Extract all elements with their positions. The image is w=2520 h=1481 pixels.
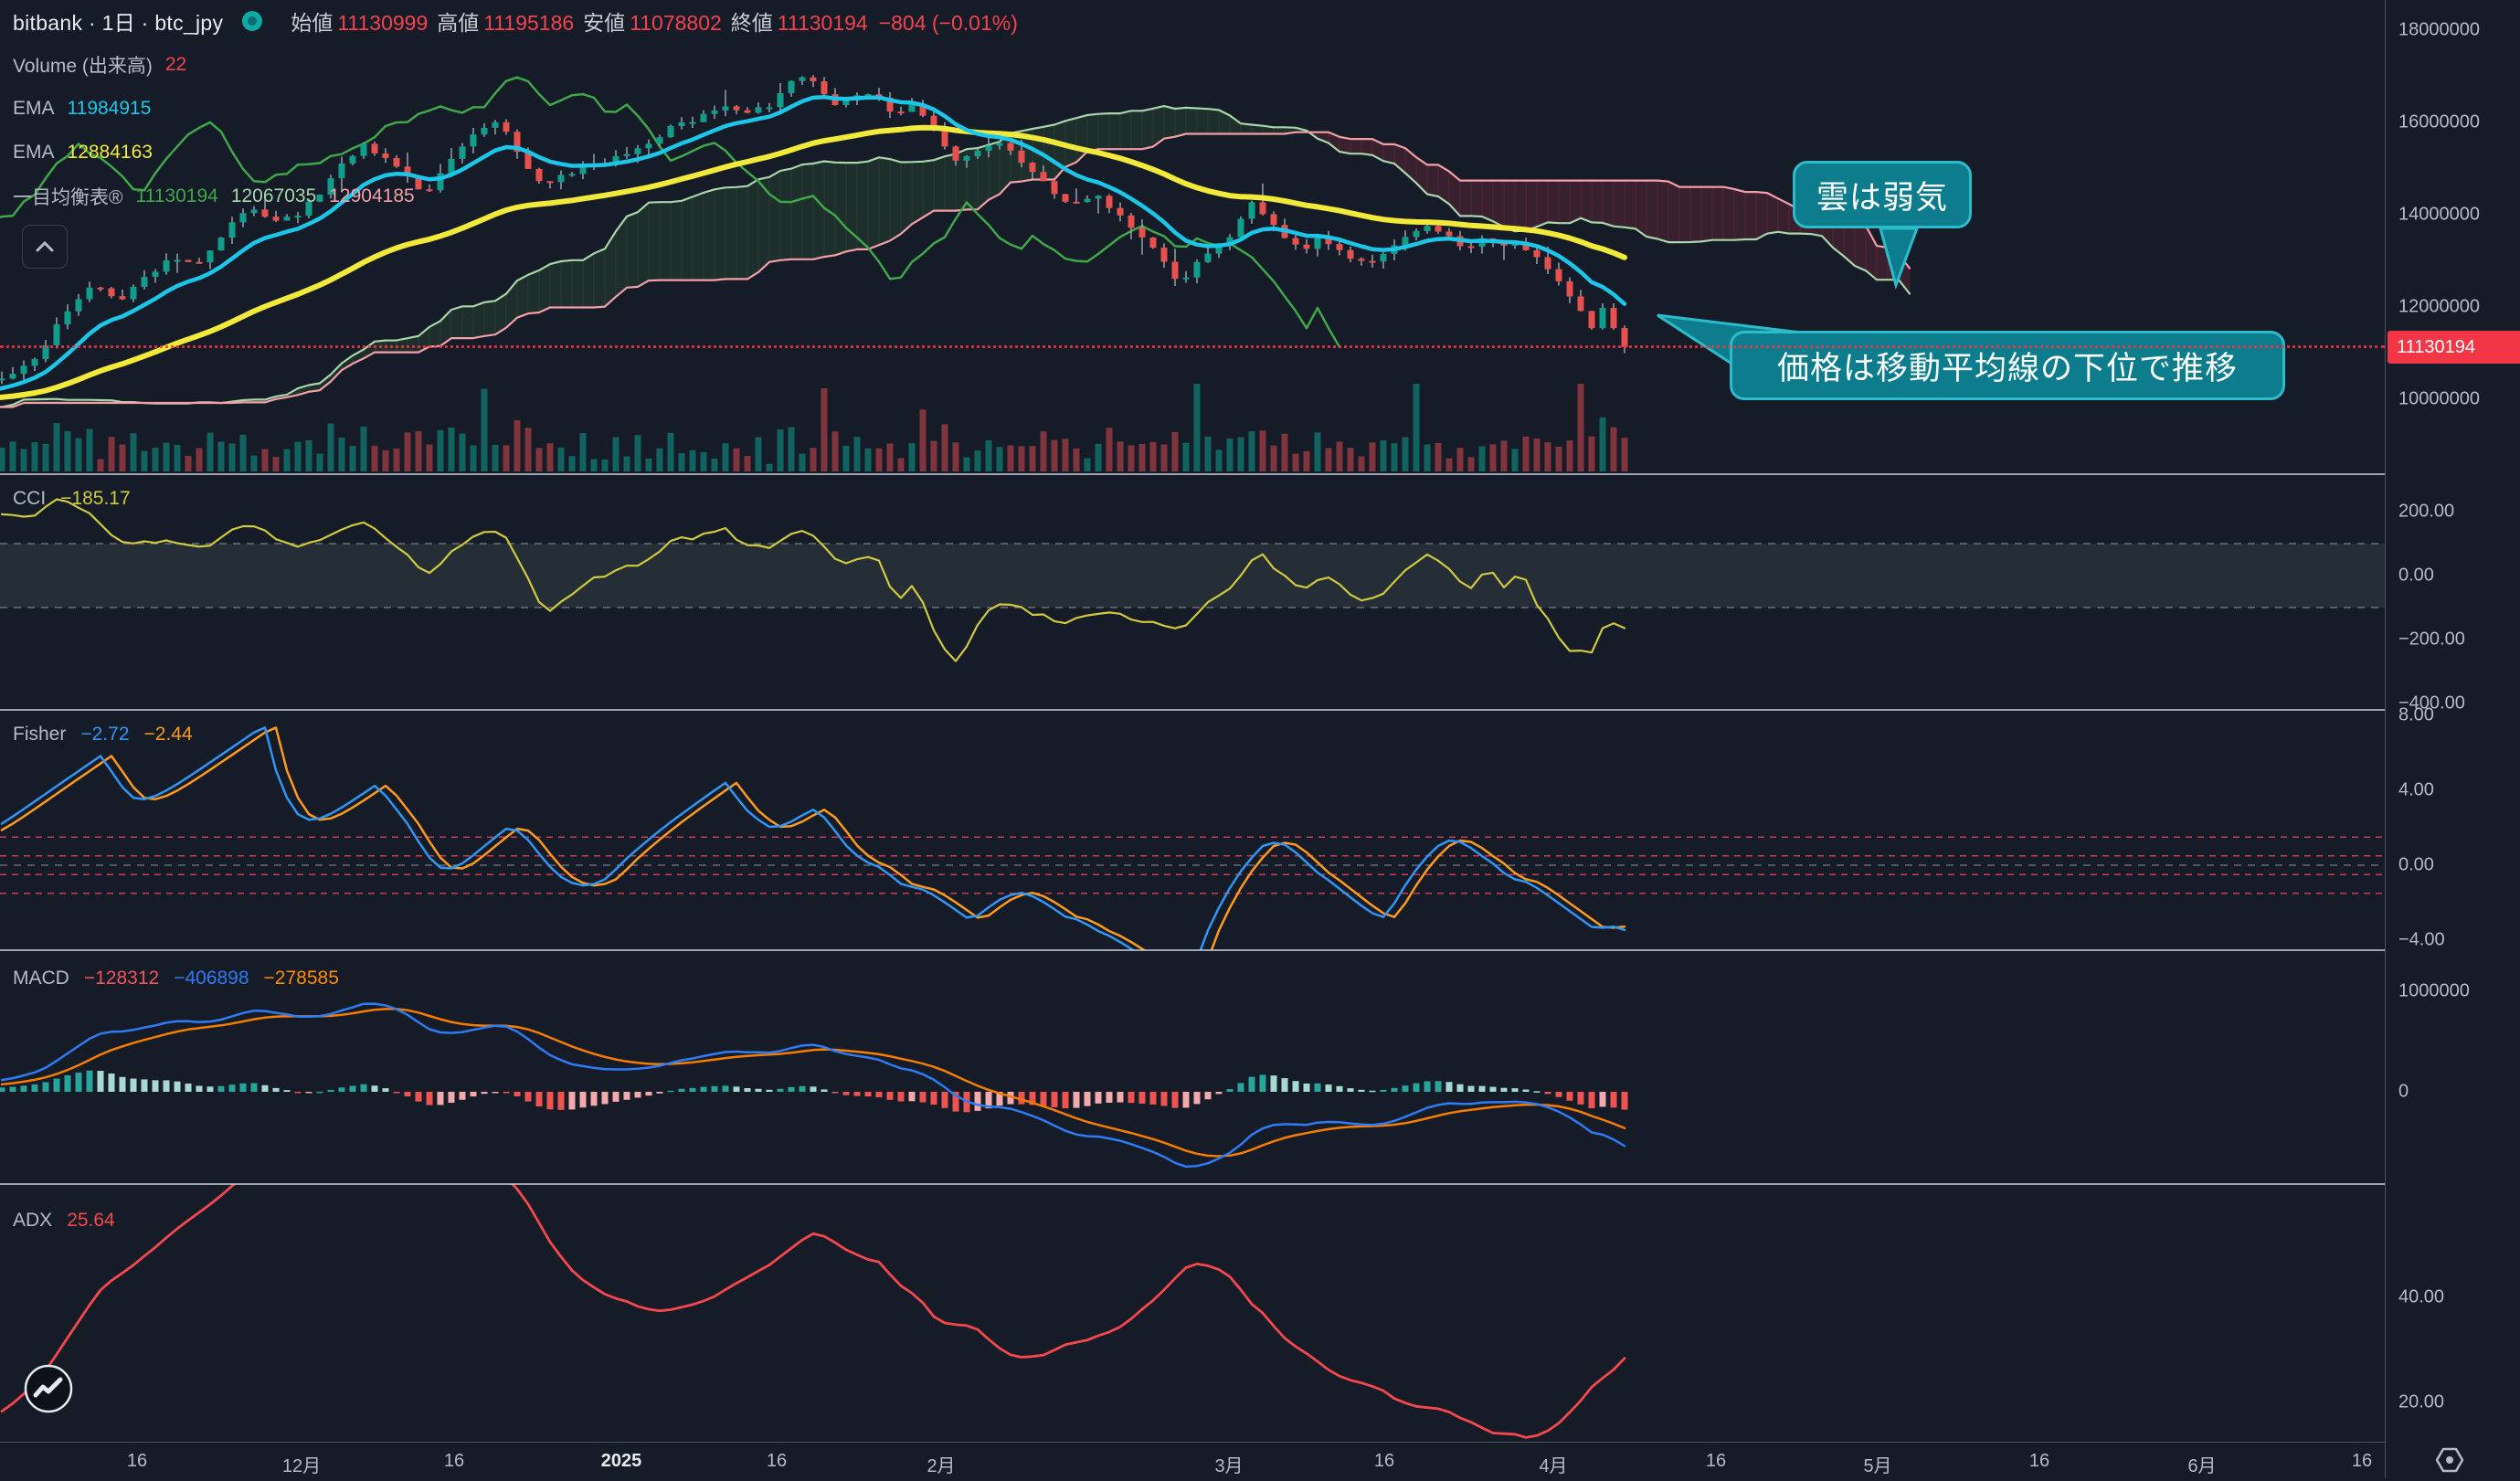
symbol-row: bitbank · 1日 · btc_jpy 始値 11130999 高値 11195…: [13, 5, 1018, 37]
time-tick: 12月: [281, 1456, 322, 1476]
time-tick: 16: [1705, 1451, 1727, 1471]
price-tick: 8.00: [2398, 704, 2434, 725]
fisher-pane: [0, 726, 2385, 950]
time-tick: 16: [126, 1451, 148, 1471]
annotation-cloud-bearish[interactable]: 雲は弱気: [1793, 161, 1972, 228]
price-tick: 0: [2398, 1081, 2409, 1102]
time-tick: 16: [2351, 1451, 2373, 1471]
price-tick: 0.00: [2398, 854, 2434, 875]
ema-slow-legend-row[interactable]: EMA 12884163: [13, 137, 1018, 168]
collapse-pane-button[interactable]: [22, 225, 68, 269]
ohlc-value: 11195186: [483, 11, 575, 35]
ohlc-value: 11130194: [777, 11, 868, 35]
ohlc-label: 高値: [437, 11, 480, 35]
price-tick: −400.00: [2398, 693, 2465, 714]
ichimoku-legend-row[interactable]: 一目均衡表® 11130194 12067035 12904185: [13, 181, 1018, 212]
price-tick: −4.00: [2398, 929, 2445, 950]
annotation-price-text: 価格は移動平均線の下位で推移: [1776, 350, 2238, 386]
time-tick: 16: [1373, 1451, 1395, 1471]
ema-slow-label: EMA: [13, 142, 55, 163]
price-tick: 16000000: [2398, 111, 2480, 132]
current-price-badge: 11130194: [2388, 331, 2520, 364]
volume-label: Volume (出来高): [13, 56, 153, 77]
fisher-label: Fisher: [13, 724, 67, 745]
time-tick: 6月: [2187, 1456, 2217, 1476]
fisher-trigger-value: −2.44: [143, 724, 193, 745]
price-axis[interactable]: 18000000 16000000 14000000 12000000 10000000…: [2385, 0, 2520, 1478]
current-price-dotted-line: [0, 345, 2385, 348]
axis-settings-button[interactable]: [2426, 1444, 2477, 1481]
ema-fast-label: EMA: [13, 98, 55, 119]
price-tick: 20.00: [2398, 1391, 2445, 1412]
time-axis[interactable]: 16 12月 16 2025 16 2月 3月 16 4月 16 5月 16 6月 16: [0, 1442, 2385, 1478]
ema-fast-value: 11984915: [67, 98, 152, 119]
price-tick: 0.00: [2398, 565, 2434, 586]
cci-pane: [0, 498, 2385, 662]
price-tick: 14000000: [2398, 204, 2480, 225]
hexagon-dot-icon: [2435, 1447, 2464, 1473]
ohlc-values: 始値 11130999 高値 11195186 安値 11078802 終値 11130194…: [281, 5, 1018, 37]
chart-canvas[interactable]: [0, 0, 2385, 1442]
time-tick: 16: [443, 1451, 465, 1471]
ohlc-value: 11078802: [630, 11, 722, 35]
macd-line-value: −406898: [174, 968, 249, 989]
macd-signal-value: −278585: [263, 968, 339, 989]
annotation-cloud-tail: [1879, 227, 1920, 290]
ichimoku-chikou-value: 11130194: [135, 185, 218, 206]
adx-pane: [0, 1184, 1626, 1439]
volume-value: 22: [164, 54, 187, 75]
adx-legend-row[interactable]: ADX 25.64: [13, 1210, 115, 1232]
price-tick: 12000000: [2398, 296, 2480, 317]
cci-value: −185.17: [60, 488, 131, 509]
cci-label: CCI: [13, 488, 47, 509]
annotation-price-below-ma[interactable]: 価格は移動平均線の下位で推移: [1730, 331, 2285, 400]
time-tick: 16: [2028, 1451, 2050, 1471]
main-legend: bitbank · 1日 · btc_jpy 始値 11130999 高値 11195…: [13, 5, 1018, 225]
ichimoku-senkou-a-value: 12067035: [230, 185, 317, 206]
time-tick: 2025: [600, 1451, 642, 1471]
symbol-title[interactable]: bitbank · 1日 · btc_jpy: [13, 11, 224, 35]
macd-pane: [0, 1002, 1628, 1169]
change-value: −804 (−0.01%): [878, 11, 1018, 35]
tradingview-logo[interactable]: [23, 1363, 74, 1419]
price-tick: 1000000: [2398, 980, 2470, 1001]
annotation-cloud-text: 雲は弱気: [1816, 179, 1948, 216]
main-pane: [0, 75, 1911, 471]
ema-fast-legend-row[interactable]: EMA 11984915: [13, 93, 1018, 124]
time-tick: 16: [766, 1451, 788, 1471]
cci-legend-row[interactable]: CCI −185.17: [13, 488, 131, 510]
time-tick: 3月: [1214, 1456, 1244, 1476]
ohlc-label: 安値: [583, 11, 626, 35]
ichimoku-label: 一目均衡表®: [13, 187, 123, 208]
price-tick: 18000000: [2398, 19, 2480, 40]
adx-label: ADX: [13, 1210, 53, 1231]
time-tick: 4月: [1539, 1456, 1568, 1476]
ichimoku-senkou-b-value: 12904185: [329, 185, 415, 206]
adx-value: 25.64: [67, 1210, 115, 1231]
ohlc-label: 終値: [730, 11, 773, 35]
symbol-logo-icon: [241, 10, 263, 32]
price-tick: 10000000: [2398, 388, 2480, 409]
time-tick: 5月: [1863, 1456, 1892, 1476]
chevron-up-icon: [36, 240, 54, 252]
price-tick: 40.00: [2398, 1286, 2445, 1307]
ema-slow-value: 12884163: [67, 142, 153, 163]
volume-legend-row[interactable]: Volume (出来高) 22: [13, 49, 1018, 80]
price-tick: 200.00: [2398, 501, 2455, 522]
macd-label: MACD: [13, 968, 69, 989]
price-tick: 4.00: [2398, 779, 2434, 800]
macd-hist-value: −128312: [83, 968, 160, 989]
price-tick: −200.00: [2398, 629, 2465, 650]
time-tick: 2月: [926, 1456, 956, 1476]
macd-legend-row[interactable]: MACD −128312 −406898 −278585: [13, 968, 339, 989]
fisher-legend-row[interactable]: Fisher −2.72 −2.44: [13, 724, 193, 746]
fisher-value: −2.72: [80, 724, 130, 745]
ohlc-label: 始値: [291, 11, 334, 35]
ohlc-value: 11130999: [337, 11, 429, 35]
